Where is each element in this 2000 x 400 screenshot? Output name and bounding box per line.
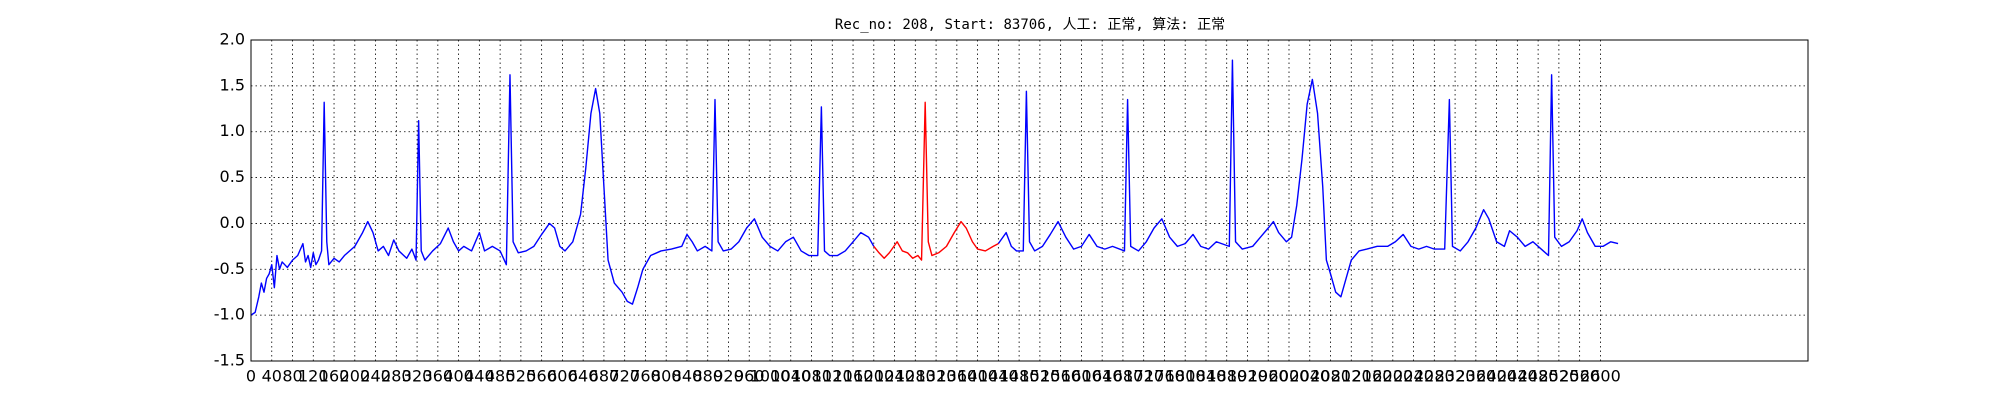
x-tick-label: 800 <box>651 367 682 386</box>
x-tick-label: 2200 <box>1372 367 1413 386</box>
x-tick-label: 1120 <box>812 367 853 386</box>
x-tick-label: 2320 <box>1435 367 1476 386</box>
y-tick-label: 0.5 <box>220 167 245 186</box>
y-tick-label: -0.5 <box>214 259 245 278</box>
x-tick-label: 480 <box>485 367 516 386</box>
x-tick-label: 2400 <box>1476 367 1517 386</box>
x-tick-label: 1160 <box>833 367 874 386</box>
plot-frame <box>250 39 1809 362</box>
x-tick-label: 2240 <box>1393 367 1434 386</box>
x-tick-label: 1440 <box>978 367 1019 386</box>
y-tick-label: -1.5 <box>214 351 245 370</box>
x-tick-label: 1080 <box>791 367 832 386</box>
x-tick-label: 1600 <box>1061 367 1102 386</box>
x-tick-label: 1840 <box>1186 367 1227 386</box>
x-tick-label: 2480 <box>1518 367 1559 386</box>
chart-title: Rec_no: 208, Start: 83706, 人工: 正常, 算法: 正… <box>835 17 1225 33</box>
x-tick-label: 680 <box>589 367 620 386</box>
y-tick-label: 1.0 <box>220 121 245 140</box>
x-tick-label: 2120 <box>1331 367 1372 386</box>
x-tick-label: 2080 <box>1310 367 1351 386</box>
x-tick-label: 960 <box>734 367 765 386</box>
x-tick-label: 880 <box>692 367 723 386</box>
x-tick-label: 920 <box>713 367 744 386</box>
x-tick-label: 440 <box>464 367 495 386</box>
x-tick-label: 560 <box>526 367 557 386</box>
x-tick-label: 0 <box>246 367 256 386</box>
x-tick-label: 1800 <box>1165 367 1206 386</box>
y-tick-label: 0.0 <box>220 213 245 232</box>
x-tick-label: 2360 <box>1455 367 1496 386</box>
x-tick-label: 160 <box>319 367 350 386</box>
x-tick-label: 2520 <box>1539 367 1580 386</box>
x-tick-label: 240 <box>360 367 391 386</box>
x-tick-label: 2440 <box>1497 367 1538 386</box>
x-tick-label: 2600 <box>1580 367 1621 386</box>
x-tick-label: 1400 <box>957 367 998 386</box>
x-tick-label: 1200 <box>853 367 894 386</box>
x-tick-label: 200 <box>340 367 371 386</box>
x-tick-label: 280 <box>381 367 412 386</box>
x-tick-label: 2000 <box>1269 367 1310 386</box>
x-tick-label: 1880 <box>1206 367 1247 386</box>
x-tick-label: 360 <box>423 367 454 386</box>
x-tick-label: 1280 <box>895 367 936 386</box>
x-tick-label: 1320 <box>916 367 957 386</box>
y-tick-label: -1.0 <box>214 305 245 324</box>
x-tick-label: 1680 <box>1103 367 1144 386</box>
x-tick-label: 520 <box>506 367 537 386</box>
x-tick-label: 1520 <box>1020 367 1061 386</box>
x-tick-label: 640 <box>568 367 599 386</box>
x-tick-label: 1560 <box>1040 367 1081 386</box>
y-tick-label: 2.0 <box>220 30 245 49</box>
x-tick-label: 760 <box>630 367 661 386</box>
signal-line <box>250 59 1619 316</box>
x-tick-label: 120 <box>298 367 329 386</box>
signal-line <box>873 101 999 261</box>
x-tick-label: 2560 <box>1559 367 1600 386</box>
x-tick-label: 1920 <box>1227 367 1268 386</box>
x-tick-label: 1480 <box>999 367 1040 386</box>
x-tick-label: 1960 <box>1248 367 1289 386</box>
x-tick-label: 1720 <box>1123 367 1164 386</box>
x-tick-label: 40 <box>262 367 282 386</box>
x-tick-label: 600 <box>547 367 578 386</box>
x-tick-label: 2280 <box>1414 367 1455 386</box>
x-tick-label: 2040 <box>1289 367 1330 386</box>
x-tick-label: 400 <box>443 367 474 386</box>
x-tick-label: 720 <box>609 367 640 386</box>
x-tick-label: 1000 <box>750 367 791 386</box>
x-tick-label: 1360 <box>936 367 977 386</box>
x-tick-label: 1640 <box>1082 367 1123 386</box>
x-tick-label: 1760 <box>1144 367 1185 386</box>
x-tick-label: 1240 <box>874 367 915 386</box>
y-tick-label: 1.5 <box>220 75 245 94</box>
x-tick-label: 1040 <box>770 367 811 386</box>
x-tick-label: 2160 <box>1352 367 1393 386</box>
x-tick-label: 840 <box>672 367 703 386</box>
x-tick-label: 80 <box>282 367 302 386</box>
x-tick-label: 320 <box>402 367 433 386</box>
